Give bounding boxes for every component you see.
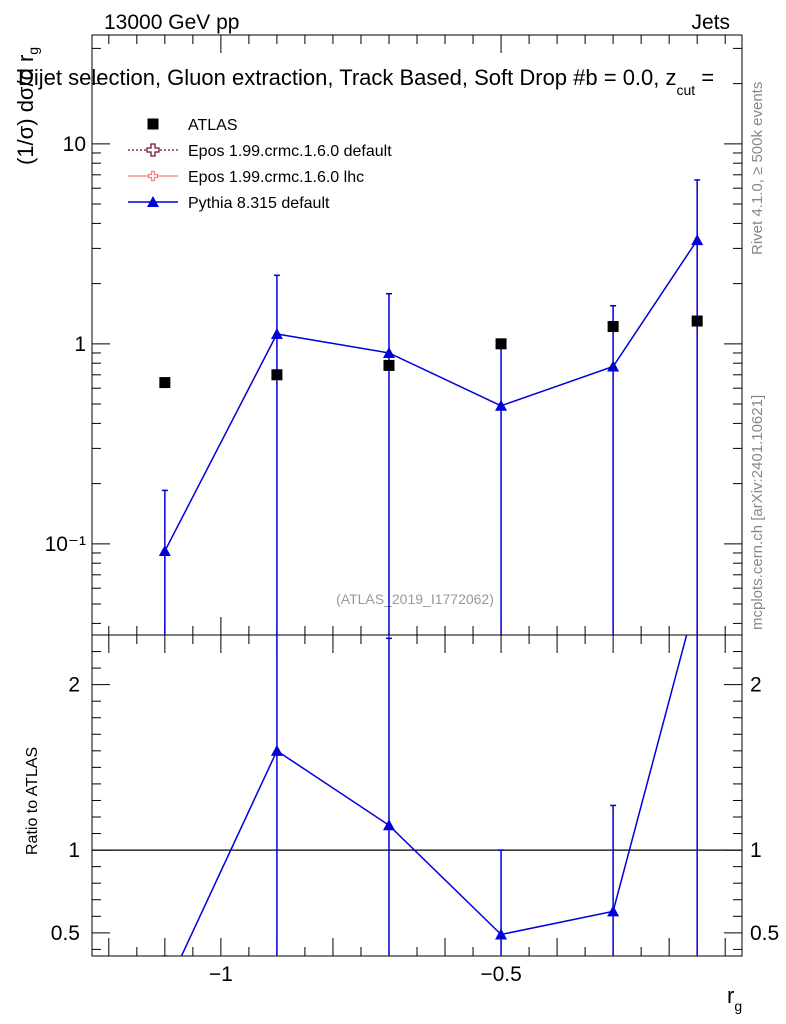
ratio-series-line	[180, 635, 688, 956]
main-y-tick-label: 10	[63, 133, 86, 156]
plot-title-main: Dijet selection, Gluon extraction, Track…	[18, 65, 677, 90]
main-y-tick-label: 1	[74, 333, 86, 356]
main-data-layer	[158, 179, 704, 635]
ratio-y-tick-label-right: 0.5	[750, 922, 779, 945]
atlas-point	[607, 321, 619, 333]
ratio-y-tick-label-right: 1	[750, 839, 762, 862]
ratio-y-tick-label-right: 2	[750, 674, 762, 697]
ratio-point	[495, 928, 508, 940]
ratio-y-tick-label-left: 0.5	[51, 922, 80, 945]
legend-marker-epos-lhc	[147, 170, 159, 182]
atlas-point	[495, 338, 507, 350]
main-y-tick-label: 10⁻¹	[45, 533, 86, 556]
main-plot-panel: (1/σ) dσ/d rg (ATLAS_2019_I1772062) 10⁻¹…	[13, 34, 743, 636]
rivet-version-label: Rivet 4.1.0, ≥ 500k events	[749, 82, 766, 255]
legend-marker-pythia	[147, 196, 159, 207]
ratio-series-group	[161, 635, 698, 956]
atlas-point	[159, 377, 171, 389]
pythia-point	[158, 545, 171, 557]
pythia-point	[382, 346, 395, 358]
ratio-point	[607, 905, 620, 917]
plot-title-sub: cut	[677, 82, 696, 98]
ratio-axis-ticks: 0.5 0.5 1 1 2 2 −1 −0.5	[51, 634, 779, 986]
pythia-point	[270, 327, 283, 339]
pythia-point	[495, 399, 508, 411]
ratio-point	[270, 744, 283, 756]
header-right-label: Jets	[691, 11, 730, 34]
legend-marker-atlas	[147, 118, 159, 130]
ratio-x-axis-label-sub: g	[734, 998, 742, 1014]
ratio-x-tick-label: −0.5	[480, 963, 521, 986]
mcplots-label: mcplots.cern.ch [arXiv:2401.10621]	[749, 395, 766, 630]
pythia-point	[691, 234, 704, 246]
ratio-y-tick-label-left: 2	[68, 674, 80, 697]
ratio-data-layer	[92, 635, 742, 956]
ratio-y-tick-label-left: 1	[68, 839, 80, 862]
atlas-point	[271, 369, 283, 381]
legend-label: Epos 1.99.crmc.1.6.0 default	[188, 143, 392, 160]
ratio-y-axis-label: Ratio to ATLAS	[24, 747, 41, 855]
legend-label: Epos 1.99.crmc.1.6.0 lhc	[188, 169, 364, 186]
main-axis-ticks: 10⁻¹ 1 10	[45, 35, 742, 635]
plot-title-tail: =	[695, 65, 714, 90]
legend: ATLAS Epos 1.99.crmc.1.6.0 default Epos 1.…	[128, 117, 392, 212]
analysis-watermark: (ATLAS_2019_I1772062)	[336, 591, 494, 607]
ratio-x-axis-label: rg	[727, 983, 742, 1014]
main-y-axis-label: (1/σ) dσ/d rg	[13, 47, 41, 165]
main-y-axis-label-sub: g	[25, 47, 41, 55]
header-left-label: 13000 GeV pp	[104, 11, 239, 34]
ratio-point	[382, 819, 395, 831]
atlas-point	[691, 315, 703, 327]
pythia-point	[607, 360, 620, 372]
ratio-plot-panel: Ratio to ATLAS rg 0.5 0.5 1 1 2 2 −1 −0.5	[24, 634, 779, 1014]
pythia-series-line	[164, 239, 698, 552]
legend-label: Pythia 8.315 default	[188, 195, 330, 212]
legend-label: ATLAS	[188, 117, 238, 134]
atlas-point	[383, 359, 395, 371]
plot-title: Dijet selection, Gluon extraction, Track…	[18, 65, 714, 98]
legend-marker-epos-default	[146, 143, 160, 157]
main-y-axis-label-main: (1/σ) dσ/d r	[13, 55, 38, 165]
ratio-x-axis-label-main: r	[727, 983, 734, 1008]
ratio-x-tick-label: −1	[209, 963, 233, 986]
